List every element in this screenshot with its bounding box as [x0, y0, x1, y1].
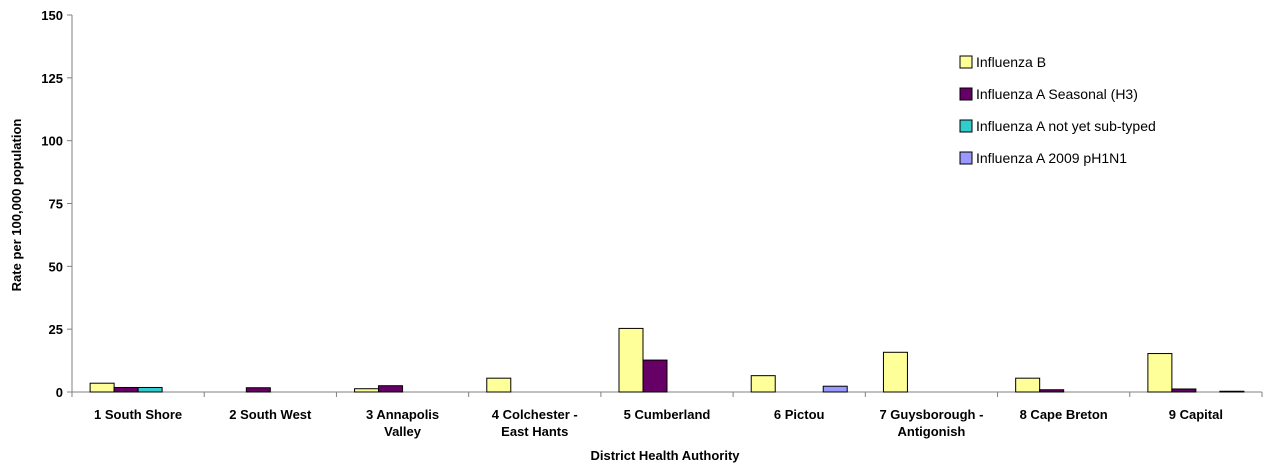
bar-influenza-a-seasonal-h3	[1171, 388, 1197, 393]
bars	[89, 327, 1245, 393]
y-tick-label: 50	[49, 259, 63, 274]
bar-influenza-b	[882, 351, 908, 393]
x-category-label: 7 Guysborough -	[879, 407, 983, 422]
bar-influenza-a-2009-ph1n1	[822, 385, 848, 393]
legend-swatch	[959, 151, 973, 165]
bar-influenza-b	[1015, 377, 1041, 393]
legend-swatch	[959, 119, 973, 133]
bar-influenza-a-seasonal-h3	[642, 359, 668, 393]
x-axis: 1 South Shore 2 South West 3 Annapolis Vall…	[71, 391, 1263, 439]
legend-label: Influenza A not yet sub-typed	[976, 118, 1156, 134]
x-axis-title: District Health Authority	[590, 448, 740, 463]
x-category-label: 2 South West	[229, 407, 312, 422]
legend-label: Influenza B	[976, 54, 1046, 70]
y-axis-title: Rate per 100,000 population	[9, 119, 24, 292]
legend: Influenza B Influenza A Seasonal (H3) Infl…	[959, 54, 1156, 166]
x-category-label: 6 Pictou	[774, 407, 825, 422]
y-tick-label: 125	[41, 71, 63, 86]
x-category-label: Valley	[384, 424, 422, 439]
bar-influenza-a-not-yet-sub-typed	[137, 386, 163, 393]
y-tick-label: 25	[49, 322, 63, 337]
bar-influenza-b	[486, 377, 512, 393]
x-category-label: 3 Annapolis	[366, 407, 439, 422]
y-tick-label: 100	[41, 134, 63, 149]
x-category-label: 4 Colchester -	[492, 407, 578, 422]
y-tick-label: 75	[49, 197, 63, 212]
bar-influenza-a-seasonal-h3	[378, 385, 404, 393]
bar-influenza-b	[618, 327, 644, 393]
bar-influenza-a-seasonal-h3	[113, 386, 139, 393]
bar-influenza-a-seasonal-h3	[1039, 389, 1065, 393]
x-category-label: 8 Cape Breton	[1020, 407, 1108, 422]
y-tick-label: 150	[41, 8, 63, 23]
x-category-label: Antigonish	[897, 424, 965, 439]
x-category-label: 9 Capital	[1169, 407, 1223, 422]
bar-influenza-b	[354, 388, 380, 393]
legend-label: Influenza A 2009 pH1N1	[976, 150, 1127, 166]
y-tick-label: 0	[56, 385, 63, 400]
legend-label: Influenza A Seasonal (H3)	[976, 86, 1138, 102]
y-axis: 0 25 50 75 100 125 150	[41, 8, 73, 400]
bar-influenza-a-seasonal-h3	[245, 387, 271, 393]
x-category-label: 1 South Shore	[94, 407, 182, 422]
bar-influenza-b	[750, 375, 776, 393]
bar-influenza-a-2009-ph1n1	[1219, 390, 1245, 393]
x-category-label: 5 Cumberland	[624, 407, 711, 422]
legend-swatch	[959, 87, 973, 101]
legend-swatch	[959, 55, 973, 69]
x-category-label: East Hants	[501, 424, 568, 439]
bar-influenza-b	[1147, 353, 1173, 393]
bar-influenza-b	[89, 382, 115, 393]
